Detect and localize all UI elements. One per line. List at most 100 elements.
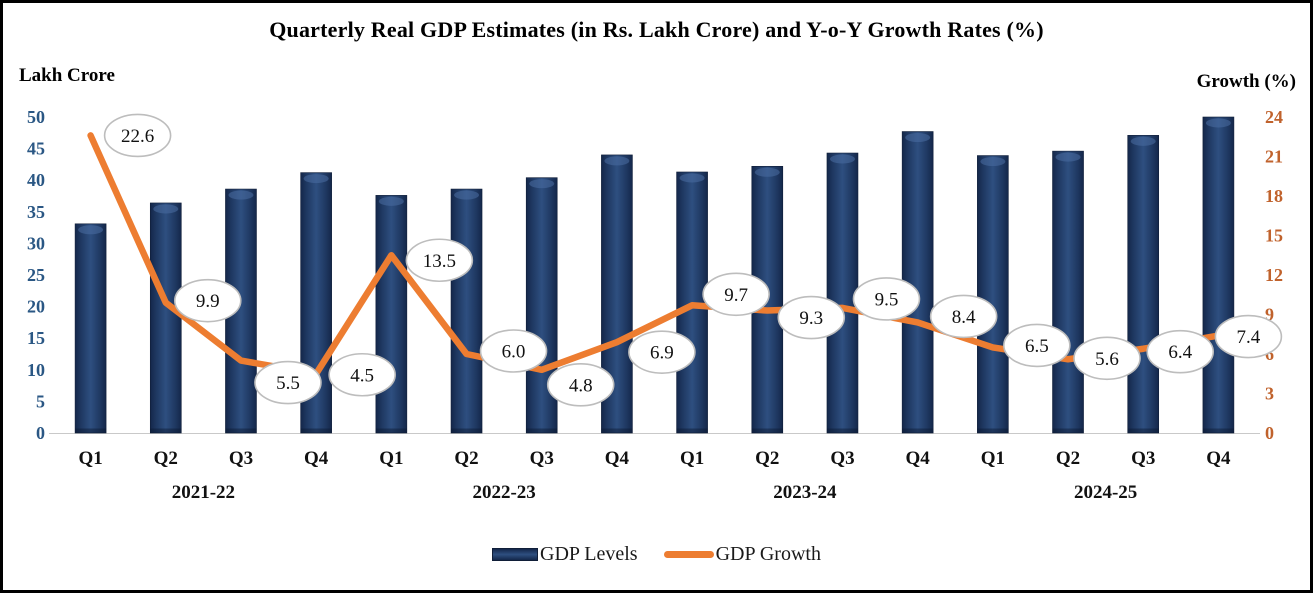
gdp-bar-shine-7 <box>529 179 555 189</box>
right-axis-tick-6: 6 <box>1265 344 1274 364</box>
growth-callout-value-5: 13.5 <box>423 251 456 272</box>
growth-callout-value-13: 6.5 <box>1025 336 1049 357</box>
quarter-label-8: Q4 <box>605 448 630 469</box>
quarter-label-13: Q1 <box>981 448 1005 469</box>
growth-callout-value-4: 4.5 <box>350 365 374 386</box>
growth-callout-value-14: 5.6 <box>1095 349 1119 370</box>
growth-callout-value-1: 22.6 <box>121 126 154 147</box>
gdp-bar-shine-15 <box>1130 136 1156 146</box>
gdp-bar-13 <box>977 155 1009 434</box>
quarter-label-15: Q3 <box>1131 448 1155 469</box>
left-axis-tick-50: 50 <box>27 107 45 127</box>
gdp-bar-16 <box>1202 116 1235 434</box>
quarter-label-9: Q1 <box>680 448 704 469</box>
right-axis-tick-12: 12 <box>1265 265 1283 285</box>
quarter-label-3: Q3 <box>229 448 253 469</box>
growth-callout-10 <box>777 295 846 340</box>
legend-line-swatch-icon <box>663 550 714 558</box>
growth-callout-15 <box>1146 329 1215 374</box>
gdp-bar-base-bevel-8 <box>601 428 633 433</box>
left-axis-tick-10: 10 <box>27 360 45 380</box>
growth-callout-value-12: 8.4 <box>952 307 976 328</box>
gdp-bar-shine-3 <box>228 190 254 200</box>
growth-callout-value-10: 9.3 <box>799 308 823 329</box>
left-axis-tick-45: 45 <box>27 139 45 159</box>
gdp-bar-base-bevel-5 <box>375 428 407 433</box>
growth-callout-4 <box>328 352 396 397</box>
quarter-label-2: Q2 <box>154 448 178 469</box>
gdp-bar-15 <box>1127 135 1160 434</box>
growth-callout-value-15: 6.4 <box>1168 342 1192 363</box>
gdp-bar-shine-12 <box>905 133 931 143</box>
growth-callout-2 <box>173 278 242 323</box>
growth-callout-14 <box>1073 336 1141 381</box>
gdp-bar-base-bevel-9 <box>676 428 708 433</box>
quarter-label-10: Q2 <box>755 448 779 469</box>
right-axis-tick-3: 3 <box>1265 384 1274 404</box>
left-axis-tick-30: 30 <box>27 233 45 253</box>
quarter-label-5: Q1 <box>379 448 403 469</box>
left-axis-tick-15: 15 <box>27 328 45 348</box>
gdp-bar-shine-9 <box>679 173 705 183</box>
right-axis-tick-21: 21 <box>1265 147 1283 167</box>
gdp-bar-base-bevel-10 <box>751 428 783 433</box>
quarter-label-1: Q1 <box>78 448 102 469</box>
gdp-bar-shine-13 <box>980 157 1006 167</box>
gdp-bar-shine-11 <box>829 154 855 164</box>
chart-legend: GDP Levels GDP Growth <box>3 541 1310 567</box>
gdp-bar-base-bevel-3 <box>225 428 257 433</box>
year-label-2023-24: 2023-24 <box>773 482 837 503</box>
year-label-2022-23: 2022-23 <box>472 482 535 503</box>
growth-callout-value-16: 7.4 <box>1237 327 1261 348</box>
legend-bar-swatch-icon <box>492 547 539 561</box>
quarter-label-16: Q4 <box>1206 448 1231 469</box>
growth-callout-value-3: 5.5 <box>276 373 300 394</box>
year-label-2024-25: 2024-25 <box>1074 482 1137 503</box>
gdp-bar-base-bevel-2 <box>150 428 182 433</box>
quarter-label-6: Q2 <box>454 448 478 469</box>
growth-callout-7 <box>546 362 615 407</box>
growth-callout-value-11: 9.5 <box>875 289 899 310</box>
left-axis-tick-0: 0 <box>36 423 45 443</box>
chart-title: Quarterly Real GDP Estimates (in Rs. Lak… <box>269 17 1044 42</box>
quarter-label-7: Q3 <box>530 448 554 469</box>
gdp-bar-base-bevel-4 <box>300 428 332 433</box>
gdp-bar-base-bevel-15 <box>1127 428 1159 433</box>
gdp-bar-shine-1 <box>78 225 104 235</box>
gdp-bar-base-bevel-1 <box>75 428 107 433</box>
plot-area: 0 5 10 15 20 25 30 35 40 45 50 0 3 6 9 12 15 18 21 24 Q1 Q2 Q3… <box>27 107 1283 503</box>
gdp-bar-5 <box>375 195 408 434</box>
growth-callout-value-8: 6.9 <box>650 343 674 364</box>
growth-callout-8 <box>628 330 696 374</box>
gdp-bar-base-bevel-13 <box>977 428 1009 433</box>
growth-callout-16 <box>1214 314 1283 359</box>
gdp-bar-shine-16 <box>1205 118 1231 128</box>
year-label-2021-22: 2021-22 <box>172 482 235 503</box>
growth-callout-value-2: 9.9 <box>196 291 220 312</box>
quarter-label-11: Q3 <box>830 448 854 469</box>
growth-callout-11 <box>852 277 921 321</box>
gdp-bar-2 <box>149 202 182 434</box>
gdp-bar-base-bevel-12 <box>902 428 934 433</box>
legend-gdp-growth-label: GDP Growth <box>715 542 821 565</box>
growth-callout-13 <box>1003 323 1071 368</box>
gdp-bar-6 <box>450 188 483 434</box>
left-axis-title: Lakh Crore <box>19 65 115 86</box>
legend-item-gdp-growth: GDP Growth <box>663 542 821 566</box>
gdp-bar-shine-10 <box>754 167 780 177</box>
legend-item-gdp-levels: GDP Levels <box>492 543 638 566</box>
growth-callout-value-9: 9.7 <box>724 285 748 306</box>
growth-callout-5 <box>405 238 474 283</box>
gdp-bar-shine-5 <box>378 196 404 206</box>
gdp-bar-14 <box>1052 150 1084 434</box>
gdp-bar-shine-6 <box>454 190 480 200</box>
left-axis-tick-5: 5 <box>36 391 45 411</box>
gdp-bar-shine-8 <box>604 156 630 166</box>
gdp-bar-base-bevel-11 <box>826 428 858 433</box>
right-axis-tick-24: 24 <box>1265 107 1283 127</box>
growth-callout-12 <box>929 294 998 339</box>
left-axis-tick-35: 35 <box>27 202 45 222</box>
gdp-bar-11 <box>826 152 859 434</box>
left-axis-tick-25: 25 <box>27 265 45 285</box>
